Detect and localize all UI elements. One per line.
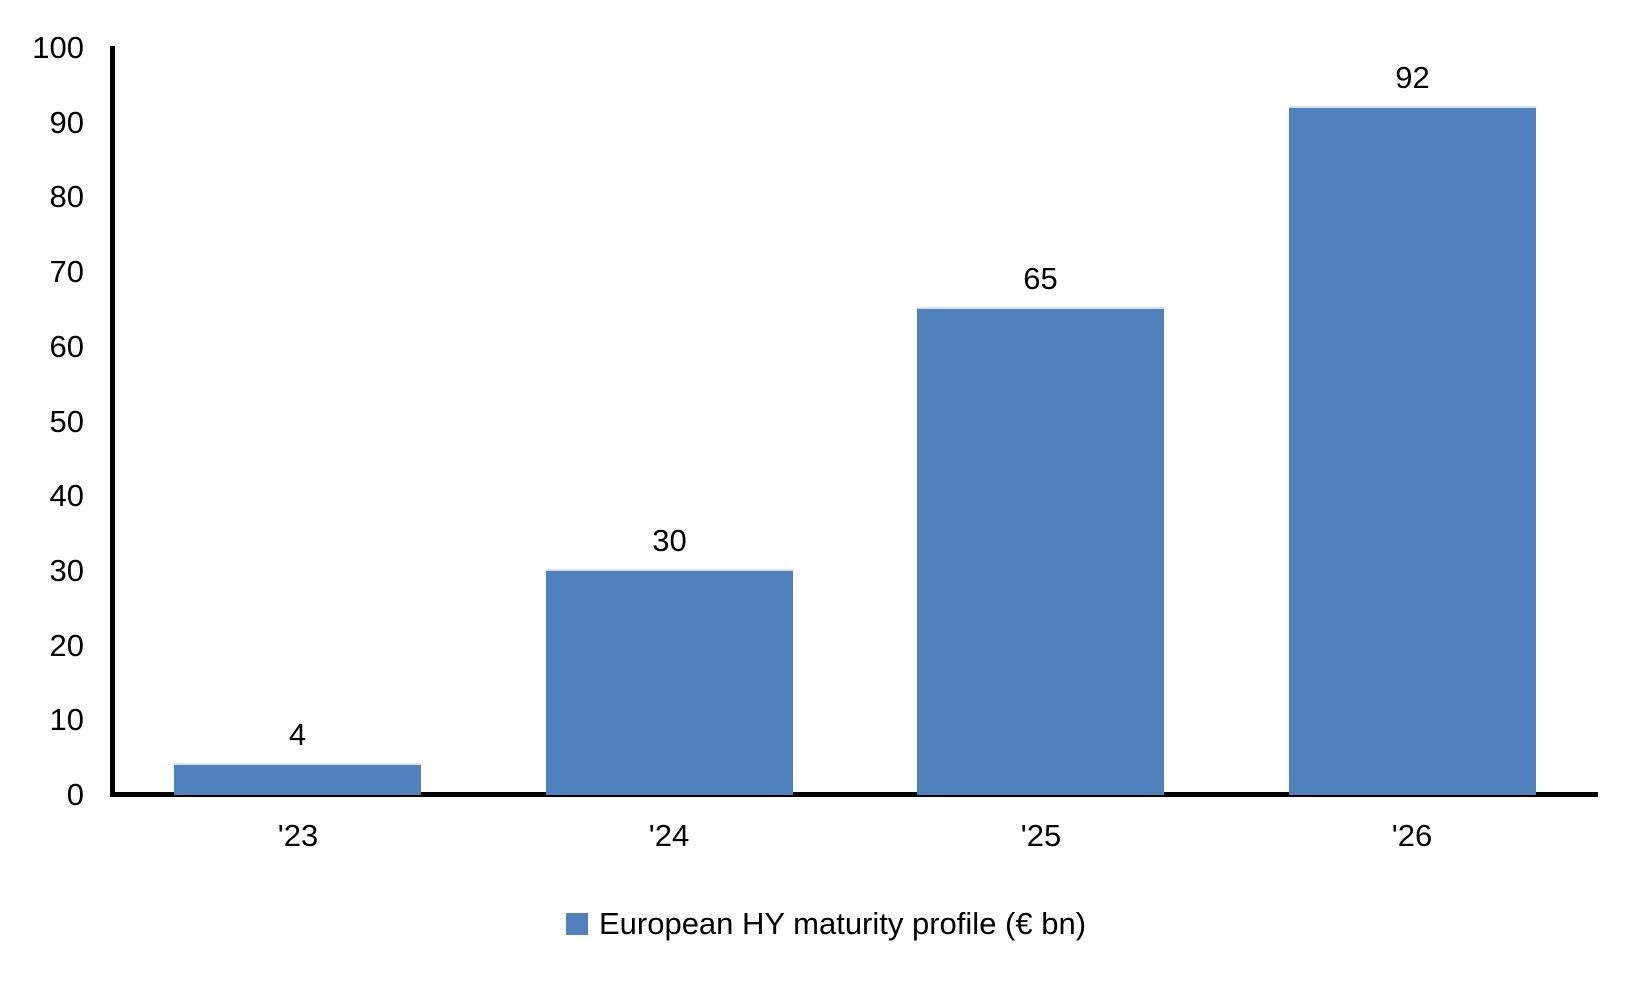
y-tick-label: 30: [49, 552, 84, 588]
legend-label: European HY maturity profile (€ bn): [598, 906, 1087, 941]
legend: European HY maturity profile (€ bn): [0, 902, 1652, 946]
y-tick-label: 80: [49, 179, 84, 215]
x-tick-label: '25: [1020, 818, 1062, 853]
bar-23: [174, 763, 421, 795]
x-tick-label: '23: [277, 818, 319, 853]
y-tick-label: 10: [49, 702, 84, 738]
y-tick-label: 0: [66, 777, 84, 812]
bar-value-label: 30: [652, 523, 687, 558]
y-tick-label: 20: [49, 627, 84, 663]
bar-value-label: 92: [1395, 60, 1430, 95]
x-axis-line: [110, 792, 1598, 797]
y-tick-label: 40: [49, 478, 84, 514]
y-tick-label: 100: [32, 30, 84, 65]
x-tick-label: '24: [648, 818, 690, 853]
bar-value-label: 65: [1023, 261, 1058, 296]
x-tick-label: '26: [1391, 818, 1433, 853]
bar-24: [546, 569, 793, 795]
plot-area: 4 30 65 92: [112, 48, 1598, 795]
bar-26: [1289, 106, 1536, 795]
bar-value-label: 4: [288, 717, 307, 752]
y-tick-label: 50: [49, 403, 84, 439]
legend-swatch-icon: [565, 913, 588, 935]
y-tick-label: 90: [49, 104, 84, 140]
y-axis-line: [110, 46, 115, 797]
y-tick-label: 70: [49, 254, 84, 290]
y-tick-label: 60: [49, 328, 84, 364]
bar-25: [917, 307, 1164, 795]
